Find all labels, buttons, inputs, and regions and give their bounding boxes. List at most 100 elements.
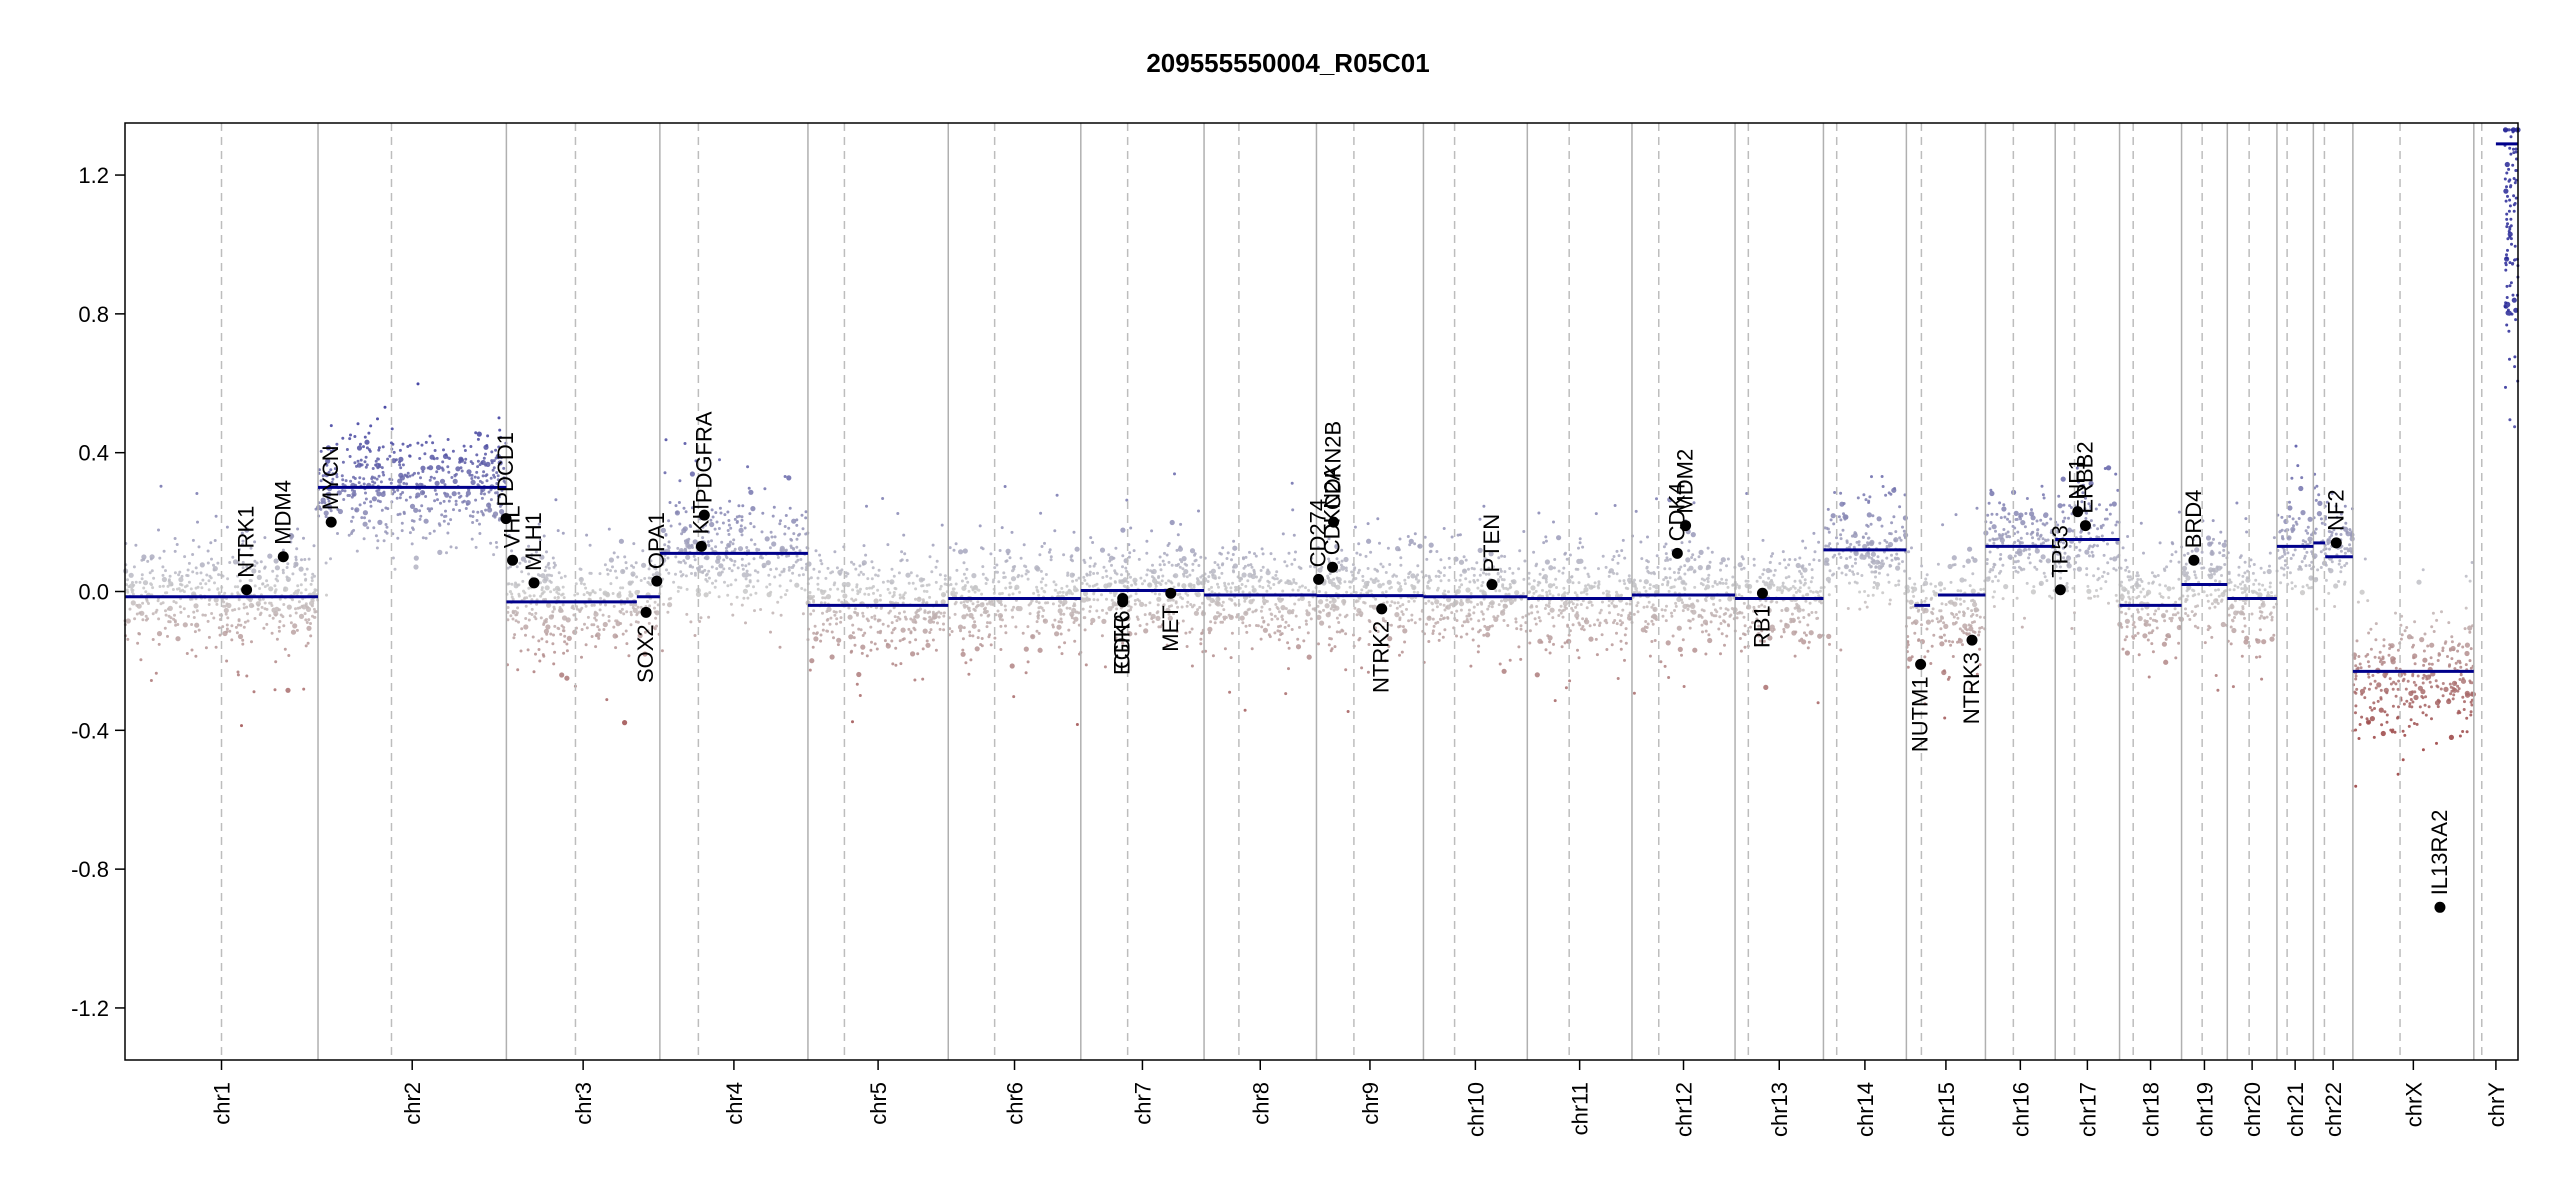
probe-point: [393, 567, 397, 571]
probe-point: [1912, 594, 1916, 598]
probe-point: [1425, 622, 1428, 626]
probe-point: [821, 611, 946, 615]
probe-point: [2124, 600, 2178, 604]
probe-point: [1751, 621, 1754, 625]
probe-point: [1664, 552, 1668, 556]
probe-point: [2323, 504, 2347, 508]
probe-point: [2306, 525, 2310, 529]
probe-point: [1424, 574, 1446, 578]
probe-point: [353, 434, 490, 438]
probe-point: [539, 554, 545, 560]
probe-point: [2450, 645, 2456, 652]
probe-point: [2290, 587, 2294, 591]
probe-point: [2135, 574, 2160, 578]
probe-point: [664, 533, 800, 537]
probe-point: [1992, 605, 1996, 608]
probe-point: [940, 599, 946, 605]
probe-point: [371, 496, 377, 502]
probe-point: [2186, 587, 2190, 591]
probe-point: [773, 575, 777, 579]
probe-point: [2212, 537, 2215, 541]
probe-point: [1951, 655, 1955, 658]
probe-point: [841, 581, 851, 588]
probe-point: [1845, 539, 1861, 544]
probe-point: [940, 523, 944, 527]
probe-point: [1578, 537, 1582, 541]
probe-point: [1756, 632, 1762, 638]
probe-point: [384, 522, 481, 526]
probe-point: [2242, 586, 2249, 592]
probe-point: [958, 549, 964, 555]
gene-label-il13ra2: IL13RA2: [2427, 810, 2452, 896]
probe-point: [1462, 620, 1518, 624]
probe-point: [769, 630, 772, 634]
probe-point: [1907, 550, 1911, 554]
probe-point: [1465, 632, 1469, 636]
probe-point: [1049, 555, 1073, 559]
probe-point: [1357, 542, 1361, 546]
probe-point: [564, 675, 570, 681]
probe-point: [976, 636, 997, 640]
probe-point: [1085, 596, 1089, 600]
probe-point: [2269, 636, 2275, 642]
probe-point: [2299, 589, 2306, 596]
probe-point: [2282, 567, 2313, 571]
chromosome-label-chr3: chr3: [571, 1082, 596, 1125]
probe-point: [2066, 589, 2098, 593]
probe-point: [2211, 568, 2215, 572]
chromosome-label-chr2: chr2: [400, 1082, 425, 1125]
probe-point: [662, 602, 733, 606]
probe-point: [2298, 565, 2302, 569]
probe-point: [612, 632, 643, 639]
probe-point: [348, 437, 352, 441]
probe-point: [1908, 577, 1912, 580]
probe-point: [1437, 638, 1475, 642]
probe-point: [2397, 704, 2440, 709]
probe-point: [2282, 550, 2314, 554]
probe-point: [1024, 572, 1028, 576]
probe-point: [437, 549, 443, 555]
probe-point: [1243, 610, 1249, 616]
probe-point: [2079, 535, 2099, 539]
probe-point: [1318, 610, 1322, 614]
probe-point: [2125, 565, 2129, 569]
probe-point: [1853, 531, 1892, 536]
probe-point: [191, 538, 217, 542]
probe-point: [728, 499, 732, 503]
probe-point: [2018, 515, 2022, 519]
probe-point: [1733, 629, 1786, 634]
probe-point: [2288, 515, 2292, 518]
probe-point: [726, 593, 730, 597]
probe-point: [622, 719, 628, 726]
probe-point: [1337, 580, 1351, 584]
probe-point: [561, 585, 565, 589]
probe-point: [2339, 512, 2343, 516]
probe-point: [141, 617, 311, 622]
probe-point: [1757, 605, 1767, 609]
probe-point: [2282, 548, 2297, 552]
probe-point: [549, 632, 553, 636]
gene-point-nf1: [2072, 506, 2084, 518]
probe-point: [950, 590, 956, 596]
probe-point: [197, 545, 201, 549]
probe-point: [820, 562, 865, 566]
probe-point: [2191, 538, 2195, 542]
probe-point: [2043, 523, 2047, 527]
probe-point: [1432, 624, 1523, 628]
probe-point: [2237, 573, 2241, 577]
probe-point: [2045, 558, 2051, 564]
probe-point: [1386, 546, 1390, 550]
probe-point: [556, 626, 656, 631]
probe-point: [2394, 694, 2424, 698]
probe-point: [1743, 624, 1761, 628]
probe-point: [1781, 550, 1817, 554]
probe-point: [785, 588, 807, 592]
probe-point: [2155, 626, 2159, 630]
probe-point: [578, 576, 584, 583]
probe-point: [185, 652, 189, 655]
plot-frame: [124, 122, 2519, 1061]
probe-point: [518, 561, 556, 565]
probe-point: [679, 569, 786, 574]
probe-point: [2308, 575, 2314, 581]
probe-point: [1697, 613, 1733, 618]
